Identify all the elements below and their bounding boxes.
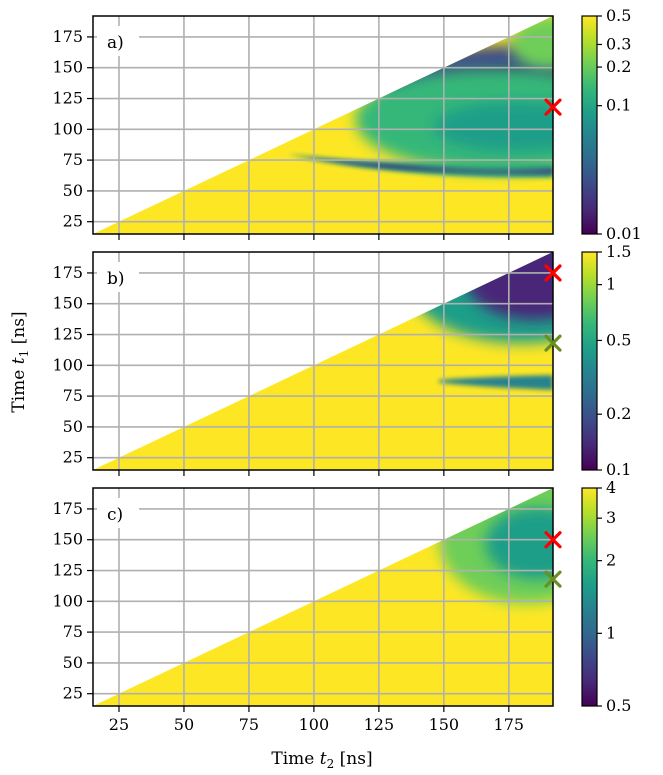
colorbar-2: 1.5 1 0.5 0.2 0.1 [581,242,631,479]
colorbar-tick-label: 1 [606,275,616,294]
colorbar-tick-label: 0.2 [606,404,631,423]
marker-x [544,264,562,282]
y-tick-label: 25 [63,448,83,467]
y-tick-label: 75 [63,622,83,641]
colorbar-tick-label: 0.1 [606,460,631,479]
x-tick-label: 25 [109,715,129,734]
x-tick-label: 175 [494,715,525,734]
y-tick-label: 150 [52,294,83,313]
axes-frame [92,15,554,235]
y-tick-label: 100 [52,591,83,610]
panel-label-background [97,498,139,528]
colorbar-tick-label: 4 [606,478,616,497]
colorbar-tick-label: 0.5 [606,330,631,349]
heat-feature-dark-band [438,375,553,390]
colorbar-tick-label: 2 [606,551,616,570]
x-tick-label: 75 [239,715,259,734]
x-tick-label: 100 [299,715,330,734]
panel-1: a) 25 50 75 100 125 150 175 [52,15,562,240]
y-tick-label: 150 [52,530,83,549]
colorbar-1: 0.5 0.3 0.2 0.1 0.01 [581,6,642,243]
colorbar-gradient [582,16,597,234]
y-tick-label: 50 [63,181,83,200]
y-tick-label: 150 [52,58,83,77]
y-tick-label: 75 [63,150,83,169]
colorbar-gradient [582,488,597,706]
marker-x [544,531,562,549]
y-axis-label: Time t1 [ns] [9,311,31,412]
panel-label-background [97,26,139,56]
colorbar-3: 4 3 2 1 0.5 [581,478,631,715]
y-tick-label: 175 [52,27,83,46]
y-tick-label: 100 [52,119,83,138]
colorbar-frame [581,487,598,707]
x-axis-label: Time t2 [ns] [271,749,372,771]
colorbar-tick-label: 3 [606,508,616,527]
panel-label: a) [107,33,124,53]
colorbar-tick-label: 0.5 [606,6,631,25]
colorbar-tick-label: 0.01 [606,224,642,243]
marker-x [544,334,562,352]
colorbar-gradient [582,252,597,470]
colorbar-tick-label: 0.3 [606,34,631,53]
panels: a) 25 50 75 100 125 150 175 b) 25 50 75 100 125 150 175… [52,15,562,734]
y-tick-label: 125 [52,561,83,580]
axes-frame [92,487,554,707]
colorbar-tick-label: 1.5 [606,242,631,261]
y-tick-label: 125 [52,325,83,344]
y-tick-label: 175 [52,499,83,518]
y-tick-label: 175 [52,263,83,282]
y-tick-label: 50 [63,417,83,436]
colorbar-tick-label: 0.5 [606,696,631,715]
marker-x [544,98,562,116]
panel-label: c) [107,505,123,525]
y-tick-label: 25 [63,684,83,703]
x-tick-label: 50 [174,715,194,734]
colorbar-tick-label: 0.2 [606,57,631,76]
panel-2: b) 25 50 75 100 125 150 175 [52,251,562,476]
heat-feature-dark-region-top [511,16,553,71]
colorbar-frame [581,251,598,471]
heat-feature-mid-region-core [433,102,553,152]
panel-label-background [97,262,139,292]
y-tick-label: 100 [52,355,83,374]
colorbar-tick-label: 1 [606,623,616,642]
y-tick-label: 25 [63,212,83,231]
panel-label: b) [107,269,125,289]
x-tick-label: 150 [429,715,460,734]
y-tick-label: 50 [63,653,83,672]
colorbar-tick-label: 0.1 [606,96,631,115]
panel-3: c) 25 50 75 100 125 150 175 25 50 75 100 125 150 175 [52,487,562,734]
heat-feature-teal-region [485,507,553,580]
y-tick-label: 125 [52,89,83,108]
marker-x [544,570,562,588]
x-tick-label: 125 [364,715,395,734]
axes-frame [92,251,554,471]
y-tick-label: 75 [63,386,83,405]
colorbar-frame [581,15,598,235]
